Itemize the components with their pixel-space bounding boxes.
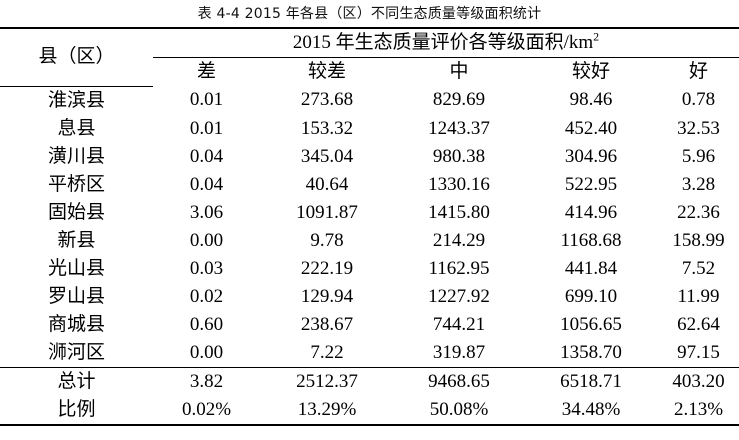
grade-header-3: 较好 <box>571 61 610 82</box>
county-name-cell: 固始县 <box>47 201 105 223</box>
area-value-cell: 304.96 <box>564 145 618 167</box>
summary-value-cell: 50.08% <box>394 395 524 426</box>
area-value-cell: 222.19 <box>300 257 354 279</box>
grade-header-2: 中 <box>449 61 469 82</box>
area-value-cell: 0.60 <box>189 313 224 335</box>
header-row-group: 县（区） 2015 年生态质量评价各等级面积/km2 <box>0 27 739 87</box>
area-value-cell: 0.78 <box>681 89 716 111</box>
area-value-cell: 129.94 <box>300 285 354 307</box>
area-value-cell: 0.03 <box>189 257 224 279</box>
area-value-cell: 3.28 <box>681 173 716 195</box>
grade-group-label: 2015 年生态质量评价各等级面积/km <box>292 32 594 53</box>
ecological-quality-table: 县（区） 2015 年生态质量评价各等级面积/km2 差 较差 中 较好 好 淮滨县 0.… <box>0 27 739 426</box>
summary-value-cell: 3.82 <box>153 366 260 396</box>
area-value-cell: 1415.80 <box>428 201 490 223</box>
summary-label-cell: 总计 <box>0 366 153 396</box>
area-value-cell: 1227.92 <box>428 285 490 307</box>
summary-label-cell: 比例 <box>0 395 153 426</box>
area-value-cell: 699.10 <box>564 285 618 307</box>
area-value-cell: 62.64 <box>677 313 720 335</box>
area-value-cell: 11.99 <box>677 285 720 307</box>
total-row: 总计 3.82 2512.37 9468.65 6518.71 403.20 <box>0 366 739 396</box>
area-value-cell: 9.78 <box>310 229 344 251</box>
summary-value-cell: 0.02% <box>153 395 260 426</box>
summary-value-cell: 13.29% <box>260 395 394 426</box>
area-value-cell: 32.53 <box>677 117 720 139</box>
area-value-cell: 1358.70 <box>560 341 622 363</box>
county-rows: 淮滨县 0.01 273.68 829.69 98.46 0.78 息县 0.01 153.32… <box>0 86 739 367</box>
area-value-cell: 744.21 <box>432 313 486 335</box>
county-name-cell: 淮滨县 <box>47 89 105 111</box>
area-value-cell: 40.64 <box>305 173 349 195</box>
grade-group-header: 2015 年生态质量评价各等级面积/km2 <box>153 27 739 58</box>
area-value-cell: 273.68 <box>300 89 354 111</box>
area-value-cell: 0.00 <box>189 341 224 363</box>
summary-value-cell: 34.48% <box>524 395 658 426</box>
area-value-cell: 0.01 <box>189 117 224 139</box>
area-value-cell: 214.29 <box>432 229 486 251</box>
area-value-cell: 97.15 <box>677 341 720 363</box>
region-column-header: 县（区） <box>0 27 153 87</box>
area-value-cell: 980.38 <box>432 145 486 167</box>
county-name-cell: 息县 <box>57 117 96 139</box>
table-caption: 表 4-4 2015 年各县（区）不同生态质量等级面积统计 <box>197 6 542 22</box>
unit-superscript: 2 <box>593 29 600 44</box>
area-value-cell: 7.52 <box>681 257 716 279</box>
county-name-cell: 潢川县 <box>47 145 105 167</box>
table-row: 商城县 0.60 238.67 744.21 1056.65 62.64 <box>0 311 739 339</box>
grade-header-0: 差 <box>196 61 216 82</box>
summary-value-cell: 6518.71 <box>524 366 658 396</box>
area-value-cell: 1168.68 <box>560 229 622 251</box>
county-name-cell: 商城县 <box>47 313 105 335</box>
county-name-cell: 浉河区 <box>47 341 105 363</box>
area-value-cell: 441.84 <box>564 257 618 279</box>
area-value-cell: 98.46 <box>569 89 613 111</box>
area-value-cell: 238.67 <box>300 313 354 335</box>
summary-value-cell: 2512.37 <box>260 366 394 396</box>
area-value-cell: 0.02 <box>189 285 224 307</box>
area-value-cell: 5.96 <box>681 145 716 167</box>
area-value-cell: 345.04 <box>300 145 354 167</box>
area-value-cell: 1162.95 <box>428 257 490 279</box>
area-value-cell: 414.96 <box>564 201 618 223</box>
area-value-cell: 319.87 <box>432 341 486 363</box>
area-value-cell: 0.01 <box>189 89 224 111</box>
area-value-cell: 1056.65 <box>560 313 622 335</box>
table-row: 固始县 3.06 1091.87 1415.80 414.96 22.36 <box>0 199 739 227</box>
summary-value-cell: 2.13% <box>658 395 739 426</box>
table-row: 光山县 0.03 222.19 1162.95 441.84 7.52 <box>0 255 739 283</box>
area-value-cell: 522.95 <box>564 173 618 195</box>
area-value-cell: 0.00 <box>189 229 224 251</box>
table-row: 罗山县 0.02 129.94 1227.92 699.10 11.99 <box>0 283 739 311</box>
summary-value-cell: 9468.65 <box>394 366 524 396</box>
grade-header-1: 较差 <box>307 61 346 82</box>
grade-header-row: 差 较差 中 较好 好 <box>0 58 739 87</box>
area-value-cell: 158.99 <box>672 229 725 251</box>
area-value-cell: 1091.87 <box>296 201 358 223</box>
county-name-cell: 光山县 <box>47 257 105 279</box>
county-name-cell: 平桥区 <box>47 173 105 195</box>
ratio-row: 比例 0.02% 13.29% 50.08% 34.48% 2.13% <box>0 395 739 426</box>
area-value-cell: 3.06 <box>189 201 224 223</box>
area-value-cell: 1330.16 <box>428 173 490 195</box>
table-row: 新县 0.00 9.78 214.29 1168.68 158.99 <box>0 227 739 255</box>
grade-header-4: 好 <box>688 61 708 82</box>
table-row: 浉河区 0.00 7.22 319.87 1358.70 97.15 <box>0 339 739 368</box>
county-name-cell: 罗山县 <box>47 285 105 307</box>
county-name-cell: 新县 <box>57 229 96 251</box>
area-value-cell: 1243.37 <box>428 117 490 139</box>
area-value-cell: 153.32 <box>300 117 354 139</box>
table-row: 息县 0.01 153.32 1243.37 452.40 32.53 <box>0 115 739 143</box>
area-value-cell: 452.40 <box>564 117 618 139</box>
area-value-cell: 0.04 <box>189 145 224 167</box>
area-value-cell: 829.69 <box>432 89 486 111</box>
area-value-cell: 7.22 <box>310 341 344 363</box>
table-row: 淮滨县 0.01 273.68 829.69 98.46 0.78 <box>0 86 739 115</box>
area-value-cell: 0.04 <box>189 173 224 195</box>
table-row: 潢川县 0.04 345.04 980.38 304.96 5.96 <box>0 143 739 171</box>
summary-value-cell: 403.20 <box>658 366 739 396</box>
area-value-cell: 22.36 <box>677 201 720 223</box>
table-row: 平桥区 0.04 40.64 1330.16 522.95 3.28 <box>0 171 739 199</box>
summary-rows: 总计 3.82 2512.37 9468.65 6518.71 403.20 比例 0.02%… <box>0 366 739 426</box>
